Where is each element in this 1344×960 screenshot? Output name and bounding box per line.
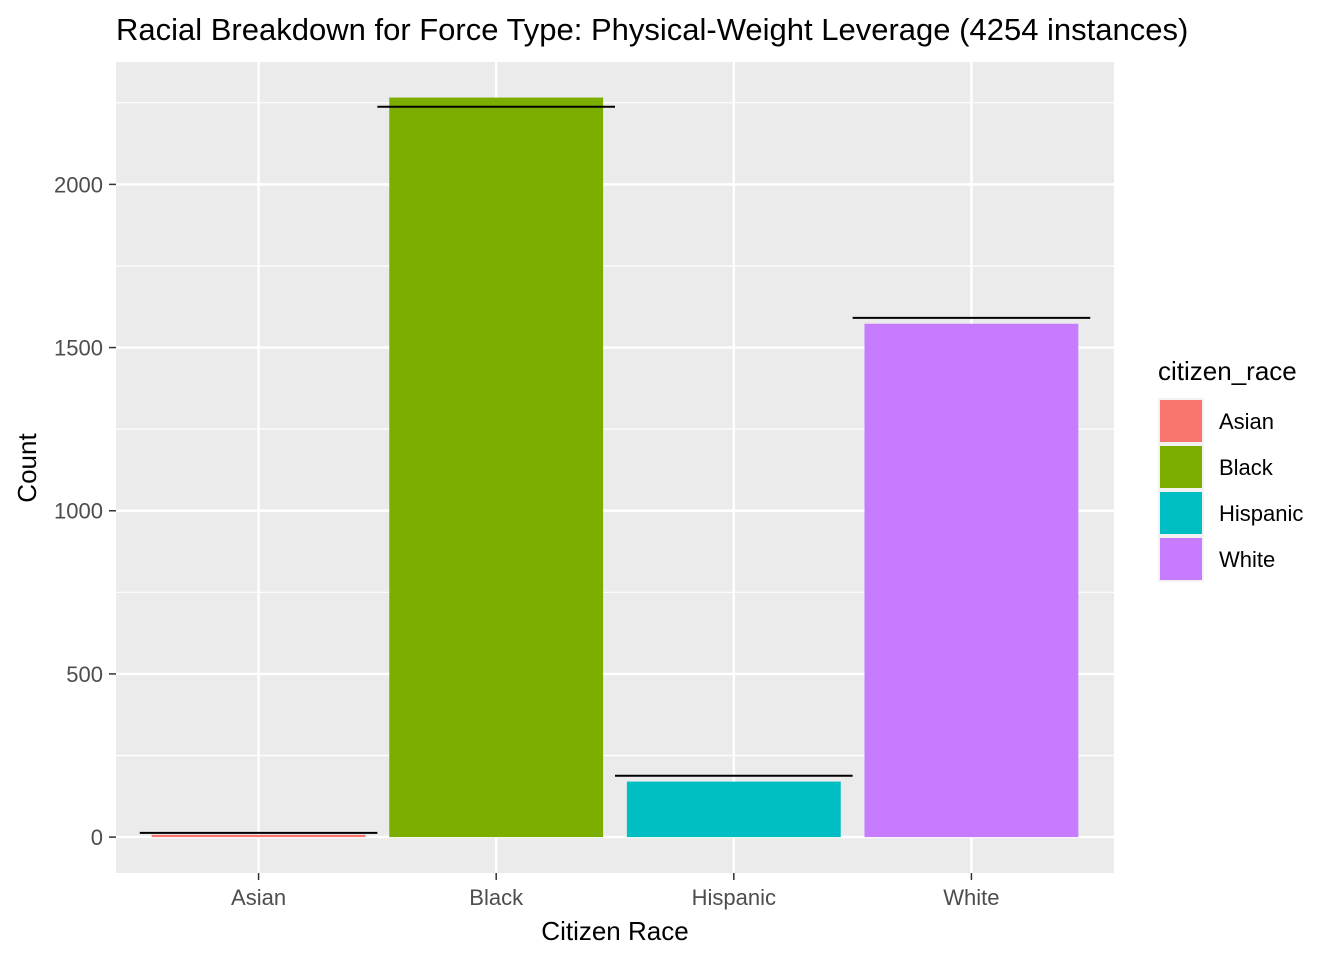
y-tick-label: 1000 [54,499,103,524]
bar-black [389,97,604,838]
y-tick-label: 500 [66,662,103,687]
x-tick-label-hispanic: Hispanic [692,885,776,910]
chart-title: Racial Breakdown for Force Type: Physica… [116,12,1188,47]
legend-swatch-white [1160,538,1202,580]
y-tick-label: 0 [91,825,103,850]
legend-label-asian: Asian [1219,409,1274,434]
y-axis-title: Count [12,433,42,503]
reference-lines-group [139,105,1091,834]
bar-hispanic [626,781,841,838]
legend-label-black: Black [1219,455,1274,480]
legend-label-hispanic: Hispanic [1219,501,1303,526]
legend-title: citizen_race [1158,356,1297,386]
bar-white [864,323,1079,838]
legend-label-white: White [1219,547,1275,572]
bar-asian [151,834,366,838]
legend-swatch-hispanic [1160,492,1202,534]
x-axis-ticks: Asian Black Hispanic White [231,873,1000,910]
x-axis-title: Citizen Race [541,916,688,946]
x-tick-label-black: Black [469,885,524,910]
bars-group [151,97,1079,838]
y-tick-label: 1500 [54,336,103,361]
y-tick-label: 2000 [54,172,103,197]
y-axis-ticks: 0 500 1000 1500 2000 [54,172,116,850]
x-tick-label-white: White [943,885,999,910]
legend-swatch-asian [1160,400,1202,442]
x-tick-label-asian: Asian [231,885,286,910]
legend-swatch-black [1160,446,1202,488]
legend: citizen_race Asian Black Hispanic White [1158,356,1303,582]
